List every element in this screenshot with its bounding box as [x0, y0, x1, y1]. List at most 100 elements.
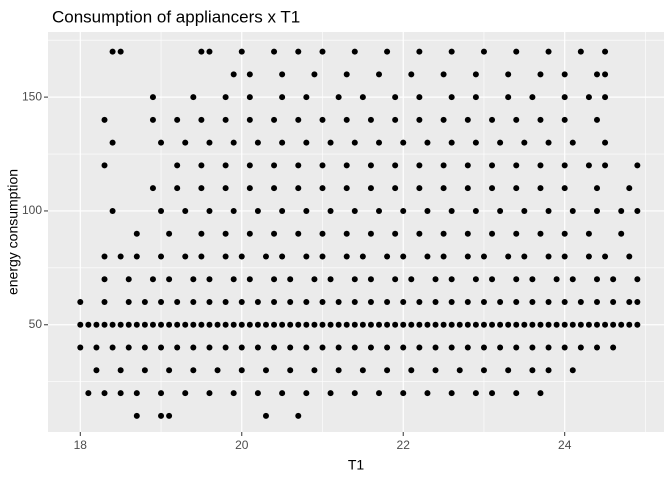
point	[246, 116, 253, 123]
point	[222, 230, 229, 237]
point	[545, 48, 552, 55]
point	[585, 253, 592, 260]
point	[158, 412, 165, 419]
point	[174, 116, 181, 123]
point	[206, 48, 213, 55]
point	[327, 139, 334, 146]
point	[577, 321, 584, 328]
point	[513, 116, 520, 123]
point	[319, 253, 326, 260]
point	[392, 116, 399, 123]
point	[448, 321, 455, 328]
point	[456, 321, 463, 328]
x-tick-label: 20	[235, 438, 249, 452]
point	[271, 185, 278, 192]
point	[489, 230, 496, 237]
point	[246, 94, 253, 101]
point	[416, 344, 423, 351]
point	[149, 185, 156, 192]
point	[262, 367, 269, 374]
point	[343, 116, 350, 123]
point	[489, 390, 496, 397]
point	[472, 207, 479, 214]
point	[271, 321, 278, 328]
point	[133, 253, 140, 260]
point	[497, 321, 504, 328]
point	[577, 344, 584, 351]
point	[174, 344, 181, 351]
point	[77, 299, 84, 306]
chart-title: Consumption of appliancers x T1	[52, 7, 300, 26]
point	[367, 276, 374, 283]
point	[464, 344, 471, 351]
point	[109, 48, 116, 55]
point	[303, 139, 310, 146]
point	[545, 344, 552, 351]
point	[166, 230, 173, 237]
point	[529, 321, 536, 328]
point	[440, 253, 447, 260]
point	[279, 253, 286, 260]
point	[561, 185, 568, 192]
point	[271, 344, 278, 351]
point	[537, 321, 544, 328]
point	[271, 162, 278, 169]
point	[303, 253, 310, 260]
point	[101, 321, 108, 328]
point	[133, 321, 140, 328]
point	[634, 299, 641, 306]
point	[335, 299, 342, 306]
point	[311, 321, 318, 328]
point	[351, 390, 358, 397]
point	[602, 162, 609, 169]
point	[93, 344, 100, 351]
point	[505, 71, 512, 78]
point	[618, 321, 625, 328]
point	[198, 185, 205, 192]
point	[610, 321, 617, 328]
point	[626, 321, 633, 328]
point	[295, 48, 302, 55]
point	[513, 321, 520, 328]
point	[246, 185, 253, 192]
point	[384, 367, 391, 374]
point	[392, 185, 399, 192]
point	[359, 367, 366, 374]
point	[222, 321, 229, 328]
point	[400, 390, 407, 397]
point	[230, 390, 237, 397]
point	[593, 321, 600, 328]
point	[109, 139, 116, 146]
point	[343, 253, 350, 260]
point	[529, 299, 536, 306]
point	[489, 276, 496, 283]
point	[602, 139, 609, 146]
point	[448, 207, 455, 214]
point	[222, 185, 229, 192]
point	[141, 321, 148, 328]
point	[464, 321, 471, 328]
point	[367, 344, 374, 351]
point	[279, 321, 286, 328]
point	[287, 321, 294, 328]
point	[593, 344, 600, 351]
point	[610, 276, 617, 283]
point	[384, 321, 391, 328]
point	[295, 185, 302, 192]
point	[254, 299, 261, 306]
point	[271, 230, 278, 237]
point	[319, 48, 326, 55]
point	[408, 276, 415, 283]
point	[618, 230, 625, 237]
point	[561, 94, 568, 101]
point	[376, 390, 383, 397]
point	[610, 299, 617, 306]
point	[158, 390, 165, 397]
point	[230, 321, 237, 328]
point	[593, 185, 600, 192]
point	[376, 321, 383, 328]
point	[109, 207, 116, 214]
point	[440, 162, 447, 169]
point	[214, 367, 221, 374]
point	[166, 321, 173, 328]
